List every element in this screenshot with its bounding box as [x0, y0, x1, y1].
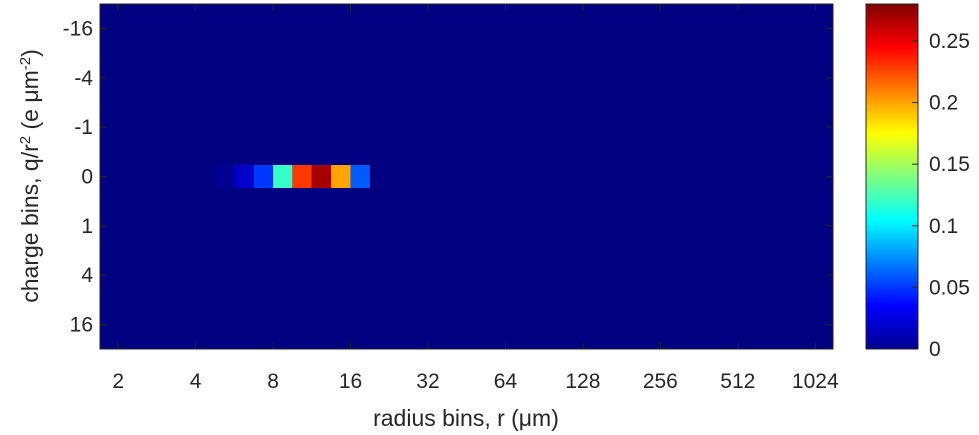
y-axis-title-sup1: 2 [17, 136, 34, 144]
x-tick-label-7: 256 [643, 370, 678, 393]
colorbar-tick-label-3: 0.15 [929, 153, 970, 176]
x-tick-label-6: 128 [565, 370, 600, 393]
heatmap-cell-7 [350, 165, 370, 188]
y-tick-label-2: -1 [74, 116, 93, 139]
x-tick-label-9: 1024 [792, 370, 839, 393]
colorbar-tick-label-2: 0.1 [929, 215, 958, 238]
plot-area [100, 4, 833, 349]
y-tick-label-5: 4 [81, 264, 93, 287]
x-tick-label-2: 8 [267, 370, 279, 393]
colorbar-tick-label-1: 0.05 [929, 276, 970, 299]
y-tick-label-3: 0 [81, 166, 93, 189]
heatmap-cell-6 [331, 165, 351, 188]
axes: 2 4 8 16 32 64 128 256 512 1024 -16 -4 -1 0 1 4 16 [63, 3, 839, 393]
colorbar: 0 0.05 0.1 0.15 0.2 0.25 [865, 3, 970, 361]
y-tick-label-0: -16 [63, 18, 93, 41]
y-axis-title-main: charge bins, q/r [17, 144, 43, 303]
heatmap-cell-5 [311, 165, 332, 188]
y-tick-label-6: 16 [70, 313, 93, 336]
y-axis-title-end: ) [17, 49, 43, 57]
heatmap-cell-4 [292, 165, 312, 188]
heatmap-cell-2 [253, 165, 274, 188]
y-axis-title: charge bins, q/r2 (e μm-2) [17, 49, 44, 303]
y-tick-label-1: -4 [74, 67, 93, 90]
colorbar-gradient [866, 4, 918, 349]
heatmap-cell-1 [234, 165, 254, 188]
y-tick-label-4: 1 [81, 215, 93, 238]
x-tick-label-8: 512 [720, 370, 755, 393]
y-axis-title-mid: (e μm [17, 70, 43, 136]
x-tick-label-5: 64 [494, 370, 518, 393]
x-tick-label-1: 4 [190, 370, 202, 393]
x-tick-label-4: 32 [416, 370, 439, 393]
heatmap-cell-3 [273, 165, 293, 188]
heatmap-cell-0 [215, 165, 235, 188]
heatmap-background [100, 4, 833, 349]
y-axis-title-sup2: -2 [17, 57, 34, 70]
colorbar-tick-label-5: 0.25 [929, 30, 970, 53]
colorbar-tick-label-0: 0 [929, 338, 941, 361]
colorbar-tick-label-4: 0.2 [929, 92, 958, 115]
x-axis-title: radius bins, r (μm) [373, 405, 559, 431]
x-tick-label-0: 2 [112, 370, 124, 393]
x-tick-label-3: 16 [339, 370, 362, 393]
colorbar-frame [865, 3, 919, 350]
